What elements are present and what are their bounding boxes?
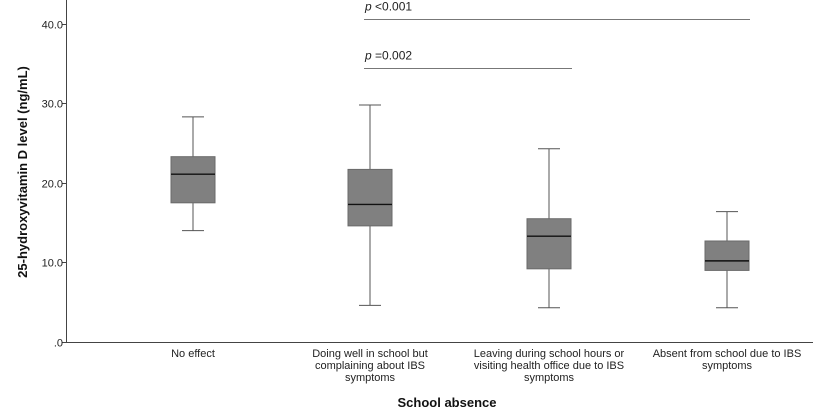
iqr-box (526, 218, 572, 270)
x-axis-title: School absence (398, 395, 497, 410)
x-category-label: Absent from school due to IBS symptoms (653, 348, 802, 372)
p-symbol: p (364, 0, 372, 14)
x-category-label-line: Doing well in school but (312, 348, 428, 360)
iqr-box (704, 240, 750, 271)
y-tick-label: 30.0 (42, 99, 63, 111)
x-category-label: No effect (171, 348, 215, 360)
y-tick-label: 40.0 (42, 20, 63, 32)
y-tick-label: .0 (54, 338, 63, 350)
box-group (704, 211, 750, 309)
x-category-label-line: Leaving during school hours or (474, 348, 625, 360)
x-category-label-line: symptoms (345, 372, 396, 384)
iqr-box (170, 156, 216, 204)
box-group (347, 104, 393, 306)
y-tick-label: 20.0 (42, 179, 63, 191)
box-group (526, 148, 572, 309)
p-value-label: p <0.001 (364, 0, 412, 14)
box-group (170, 116, 216, 232)
x-category-label-line: complaining about IBS (315, 360, 425, 372)
p-value-text: =0.002 (372, 49, 413, 63)
x-category-label: Leaving during school hours or visiting h… (474, 348, 625, 384)
p-value-label: p =0.002 (364, 49, 412, 63)
x-category-label-line: symptoms (702, 360, 753, 372)
p-value-text: <0.001 (372, 0, 413, 14)
x-category-label-line: No effect (171, 348, 215, 360)
x-category-label-line: visiting health office due to IBS (474, 360, 624, 372)
significance-bracket: p =0.002 (364, 49, 572, 69)
significance-bracket: p <0.001 (364, 0, 750, 20)
y-tick-label: 10.0 (42, 258, 63, 270)
y-axis-title: 25-hydroxyvitamin D level (ng/mL) (15, 66, 30, 278)
x-category-label: Doing well in school but complaining abou… (312, 348, 428, 384)
box-series (170, 104, 750, 309)
x-category-label-line: symptoms (524, 372, 575, 384)
p-symbol: p (364, 49, 372, 63)
axes: .0 10.0 20.0 30.0 40.0 No effect Doing well in… (42, 0, 813, 384)
iqr-box (347, 168, 393, 227)
x-category-label-line: Absent from school due to IBS (653, 348, 802, 360)
